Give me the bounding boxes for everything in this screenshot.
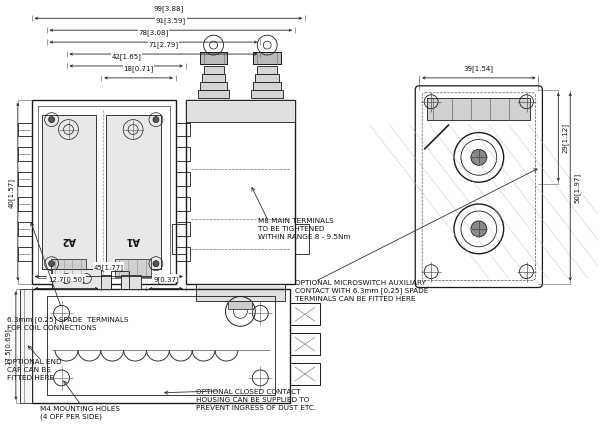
Bar (20, 289, 32, 403)
Bar (203, 67, 224, 75)
Bar (253, 83, 281, 91)
Bar (41, 115, 97, 269)
Circle shape (153, 117, 159, 123)
Text: A2: A2 (61, 234, 76, 244)
Text: 99[3.88]: 99[3.88] (153, 6, 184, 12)
Bar (18, 198, 32, 212)
Bar (255, 75, 279, 83)
Bar (52, 269, 101, 289)
Bar (106, 115, 161, 269)
Bar (186, 101, 295, 122)
Circle shape (471, 222, 487, 237)
Text: 9[0.37]: 9[0.37] (153, 275, 179, 282)
Bar (290, 304, 320, 325)
Bar (18, 222, 32, 236)
Bar (176, 198, 190, 212)
Bar (196, 284, 285, 302)
Text: A1: A1 (126, 234, 140, 244)
Bar (176, 148, 190, 162)
Text: 42[1.65]: 42[1.65] (111, 53, 141, 60)
Bar (18, 123, 32, 137)
Bar (295, 225, 309, 254)
Bar (176, 123, 190, 137)
Bar (111, 271, 129, 289)
Text: 45[1.77]: 45[1.77] (94, 263, 124, 270)
Text: 91[3.59]: 91[3.59] (156, 17, 186, 24)
Circle shape (49, 117, 55, 123)
Bar (67, 275, 111, 289)
Bar (115, 259, 151, 277)
Bar (202, 75, 226, 83)
Text: 40[1.57]: 40[1.57] (8, 177, 14, 207)
Bar (200, 83, 227, 91)
Circle shape (49, 261, 55, 267)
Bar (32, 289, 290, 403)
Text: 39[1.54]: 39[1.54] (464, 65, 494, 72)
Text: 29[1.12]: 29[1.12] (562, 123, 569, 153)
Bar (257, 67, 277, 75)
Bar (47, 297, 275, 395)
Bar (172, 225, 186, 254)
Text: 6.3mm [0.25] SPADE  TERMINALS
FOR COIL CONNECTIONS: 6.3mm [0.25] SPADE TERMINALS FOR COIL CO… (7, 316, 128, 330)
Bar (38, 106, 170, 278)
Circle shape (153, 261, 159, 267)
Bar (18, 148, 32, 162)
Text: 78[3.08]: 78[3.08] (139, 29, 169, 36)
Text: 12.7[0.50]: 12.7[0.50] (48, 275, 85, 282)
Text: 50[1.97]: 50[1.97] (574, 172, 581, 202)
Bar (176, 247, 190, 261)
Bar (200, 53, 227, 65)
Bar (290, 334, 320, 355)
Bar (18, 247, 32, 261)
Text: OPTIONAL END
CAP CAN BE
FITTED HERE: OPTIONAL END CAP CAN BE FITTED HERE (7, 358, 62, 380)
Bar (18, 173, 32, 187)
Text: M4 MOUNTING HOLES
(4 OFF PER SIDE): M4 MOUNTING HOLES (4 OFF PER SIDE) (40, 405, 120, 419)
Bar (176, 222, 190, 236)
Text: OPTIONAL CLOSED CONTACT
HOUSING CAN BE SUPPLIED TO
PREVENT INGRESS OF DUST ETC.: OPTIONAL CLOSED CONTACT HOUSING CAN BE S… (196, 388, 316, 410)
Bar (50, 259, 86, 277)
Bar (176, 173, 190, 187)
Text: M8 MAIN TERMINALS
TO BE TIGHTENED
WITHIN RANGE 8 - 9.5Nm: M8 MAIN TERMINALS TO BE TIGHTENED WITHIN… (258, 217, 351, 239)
Bar (229, 302, 253, 310)
Bar (32, 101, 176, 284)
Bar (121, 275, 141, 289)
Text: 18[0.71]: 18[0.71] (124, 65, 154, 72)
Text: 17.5[0.69]: 17.5[0.69] (5, 328, 11, 364)
Bar (253, 53, 281, 65)
Circle shape (471, 150, 487, 166)
Bar (197, 91, 229, 98)
Bar (290, 363, 320, 385)
Bar (251, 91, 283, 98)
Bar (427, 98, 530, 120)
Text: OPTIONAL MICROSWITCH AUXILIARY
CONTACT WITH 6.3mm [0.25] SPADE
TERMINALS CAN BE : OPTIONAL MICROSWITCH AUXILIARY CONTACT W… (295, 279, 428, 302)
Text: 71[2.79]: 71[2.79] (148, 41, 178, 48)
Bar (186, 101, 295, 284)
